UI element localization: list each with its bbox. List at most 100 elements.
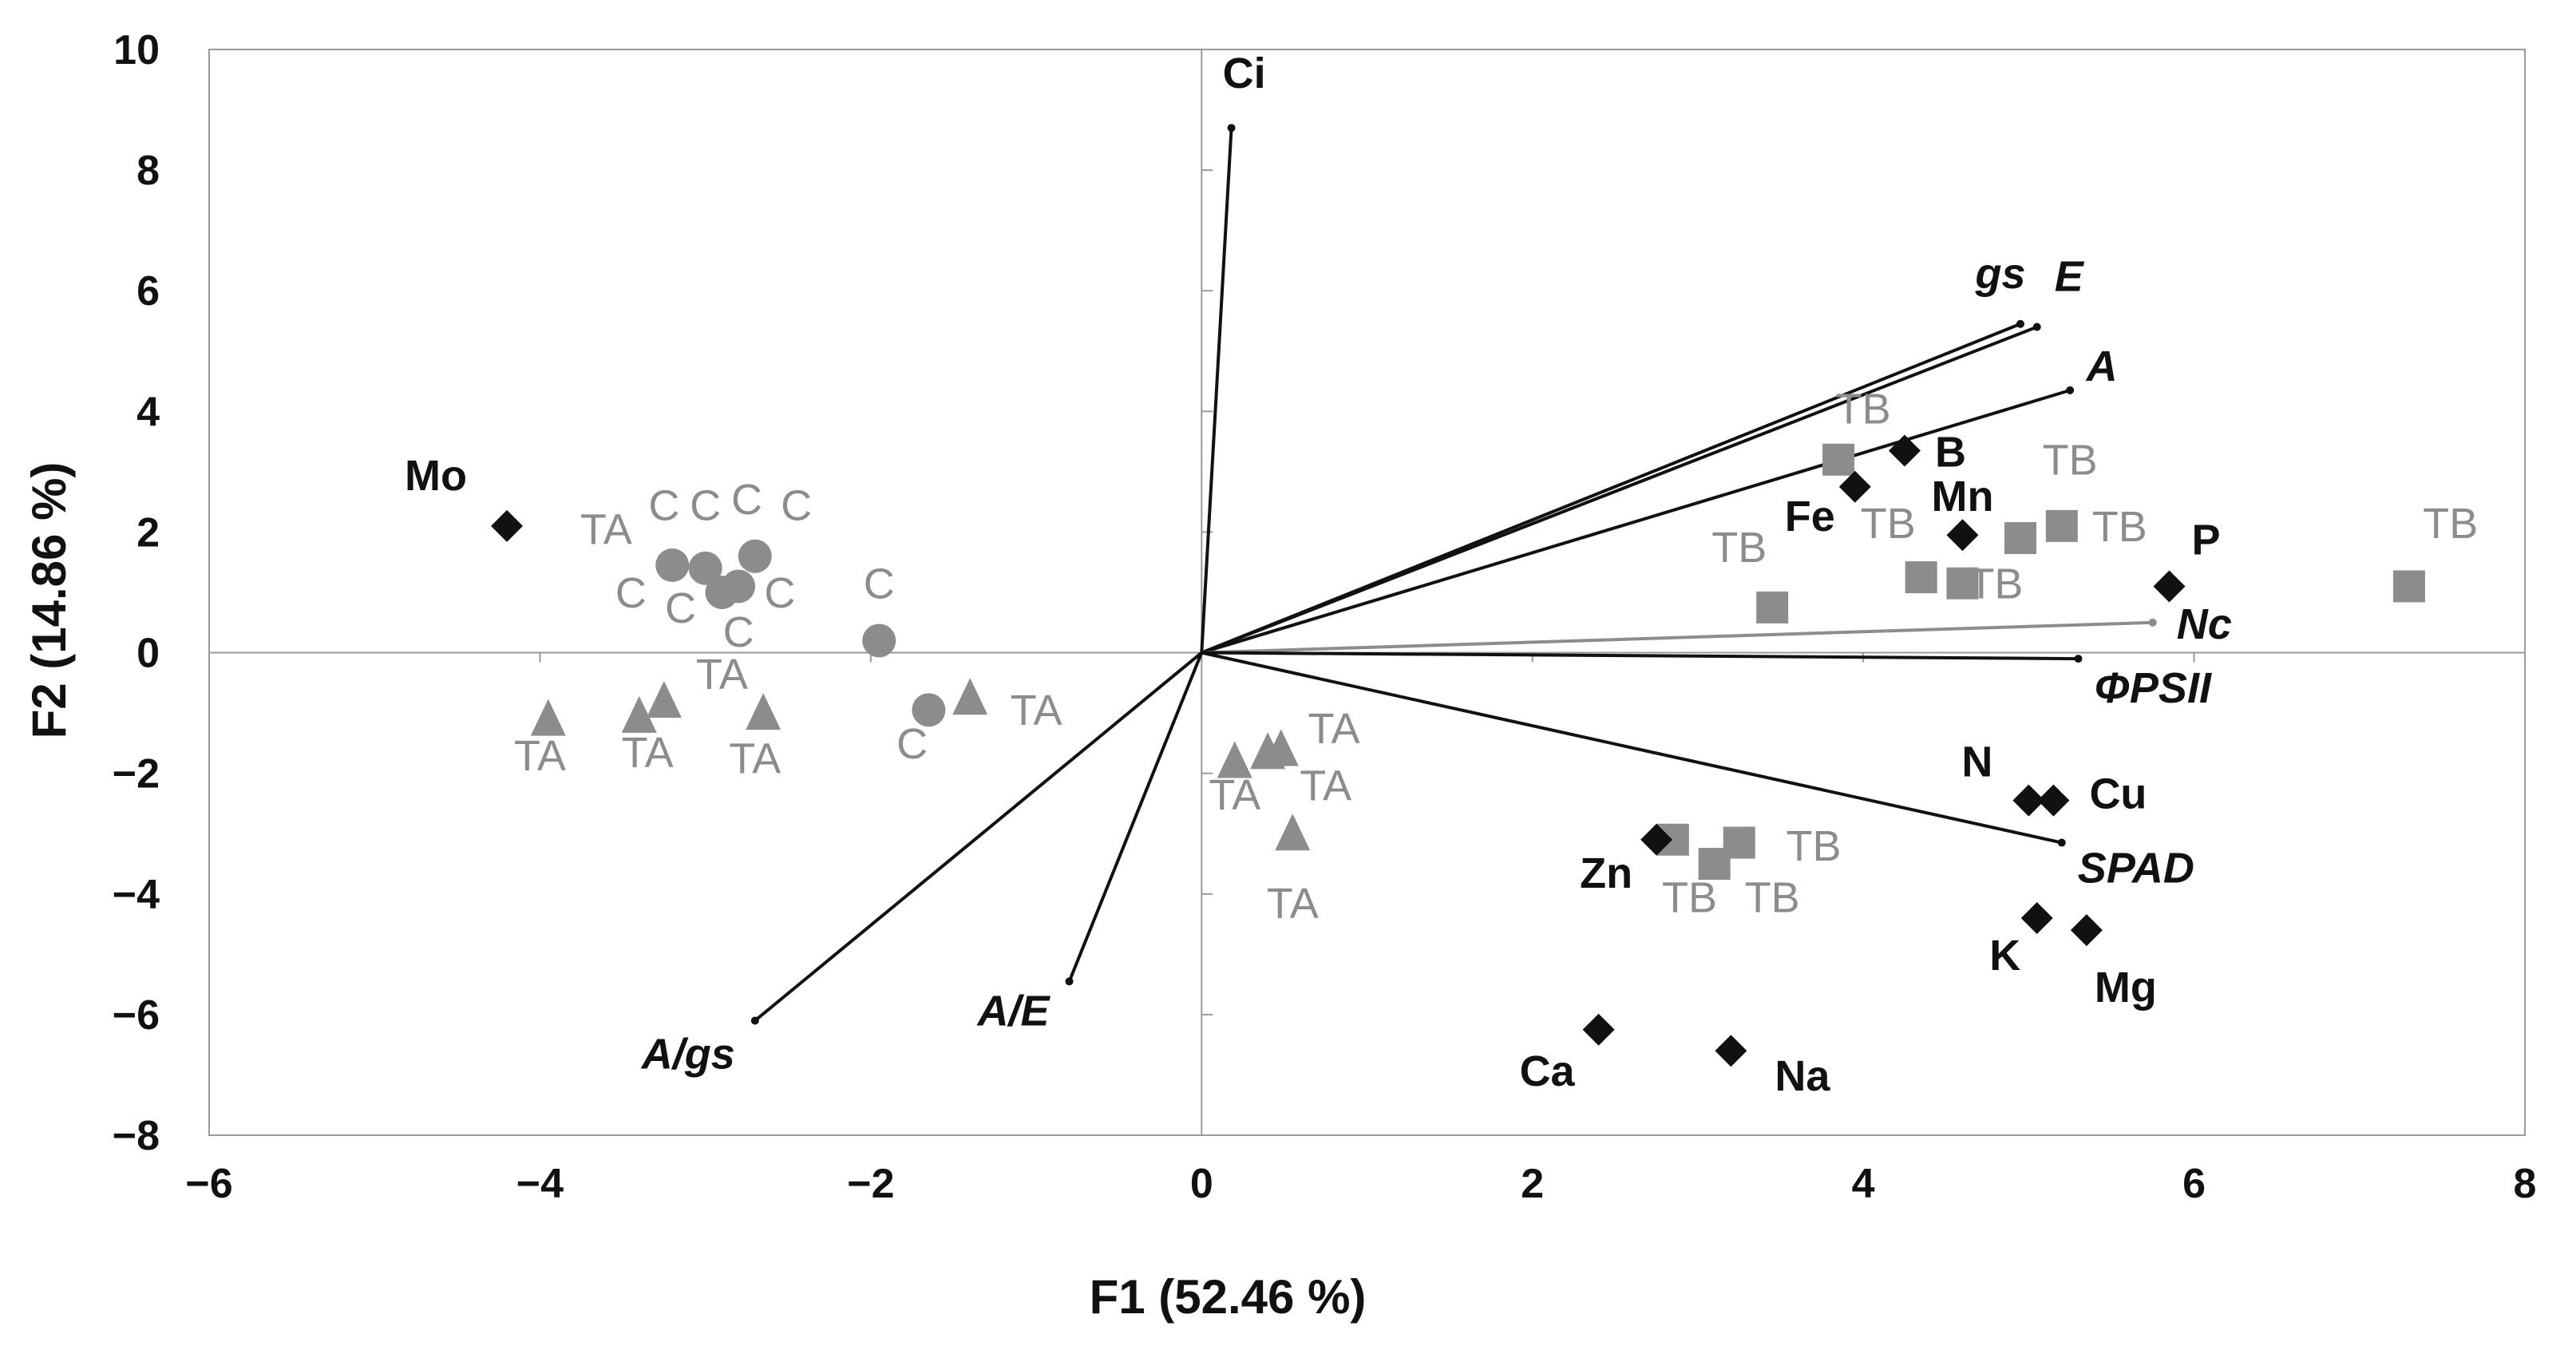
- label-ta: TA: [1011, 687, 1062, 734]
- element-label-p: P: [2191, 516, 2220, 564]
- label-c: C: [764, 569, 795, 617]
- point-tb: [2392, 570, 2425, 603]
- y-axis-title: F2 (14.86 %): [22, 462, 76, 739]
- label-c: C: [615, 569, 647, 617]
- point-ta: [621, 695, 657, 733]
- vector-label-a: A: [2085, 342, 2118, 390]
- y-tick-label: 4: [137, 389, 160, 435]
- element-point-fe: [1838, 470, 1871, 503]
- x-tick-label: 6: [2182, 1161, 2206, 1207]
- element-label-k: K: [1989, 932, 2020, 980]
- point-ta: [646, 681, 682, 718]
- element-label-mg: Mg: [2095, 964, 2157, 1011]
- label-c: C: [690, 481, 721, 529]
- vector-tip-gs: [2016, 319, 2024, 328]
- label-tb: TB: [1861, 500, 1916, 548]
- y-tick-label: −4: [113, 872, 160, 918]
- x-tick-label: −6: [185, 1161, 232, 1207]
- label-ta: TA: [1209, 771, 1260, 819]
- element-point-b: [1888, 434, 1921, 467]
- element-label-mo: Mo: [405, 452, 467, 500]
- element-label-cu: Cu: [2089, 770, 2147, 818]
- vector-e: [1201, 325, 2038, 655]
- element-points: [490, 434, 2186, 1067]
- vector-ci: [1200, 128, 1233, 653]
- element-label-fe: Fe: [1785, 493, 1835, 540]
- point-ta: [1275, 814, 1311, 851]
- label-tb: TB: [1786, 822, 1841, 870]
- label-c: C: [648, 481, 679, 529]
- label-tb: TB: [1836, 385, 1891, 433]
- label-ta: TA: [514, 732, 566, 780]
- axis-ticks: [208, 49, 2526, 1136]
- point-tb: [1946, 567, 1979, 600]
- vector-nc: [1201, 620, 2153, 655]
- vector-label-a-e: A/E: [975, 987, 1051, 1035]
- vector-a-gs: [754, 651, 1203, 1022]
- y-tick-label: −6: [113, 992, 160, 1039]
- y-tick-label: 6: [137, 268, 160, 315]
- vector-spad: [1201, 651, 2063, 845]
- label-c: C: [665, 584, 696, 632]
- vector-tip-ci: [1227, 124, 1236, 133]
- y-tick-label: 0: [137, 631, 160, 677]
- element-point-mo: [490, 509, 523, 542]
- label-c: C: [731, 476, 762, 524]
- element-point-na: [1715, 1035, 1747, 1067]
- point-tb: [1822, 443, 1855, 476]
- observation-points: [530, 443, 2425, 880]
- label-c: C: [781, 481, 812, 529]
- point-tb: [2045, 509, 2078, 542]
- element-point-ca: [1582, 1013, 1615, 1046]
- point-tb: [2004, 522, 2036, 554]
- vector-tip-a-e: [1065, 977, 1074, 986]
- point-tb: [1756, 591, 1789, 624]
- vector-a: [1201, 388, 2071, 655]
- element-label-b: B: [1935, 428, 1966, 476]
- label-tb: TB: [2043, 437, 2098, 485]
- vector-label-psii: ΦPSII: [2095, 664, 2212, 712]
- vector-tip-spad: [2057, 838, 2066, 847]
- label-c: C: [896, 720, 928, 768]
- vector-label-gs: gs: [1974, 250, 2025, 298]
- element-point-k: [2020, 902, 2053, 934]
- point-c: [688, 551, 722, 585]
- loading-vectors: [750, 124, 2157, 1025]
- y-tick-label: 10: [113, 27, 160, 73]
- vector-tip-nc: [2148, 618, 2157, 627]
- label-c: C: [723, 608, 754, 656]
- label-tb: TB: [1711, 524, 1767, 572]
- label-c: C: [864, 560, 895, 608]
- point-ta: [952, 678, 988, 715]
- y-tick-label: 8: [137, 148, 160, 194]
- vector-tip-a-gs: [750, 1016, 759, 1025]
- label-ta: TA: [580, 506, 632, 554]
- label-tb: TB: [1968, 560, 2023, 608]
- point-ta: [746, 693, 782, 730]
- element-point-zn: [1640, 823, 1673, 856]
- element-point-n: [2012, 784, 2045, 817]
- plot-border: [208, 49, 2526, 1136]
- element-label-na: Na: [1775, 1052, 1830, 1100]
- element-point-mg: [2070, 914, 2103, 947]
- vector-tip-psii: [2074, 655, 2083, 663]
- label-ta: TA: [729, 735, 781, 783]
- label-tb: TB: [1662, 873, 1717, 921]
- y-tick-label: 2: [137, 509, 160, 556]
- element-label-zn: Zn: [1580, 849, 1632, 897]
- vector-tip-e: [2032, 323, 2041, 331]
- point-c: [912, 693, 946, 727]
- label-tb: TB: [2423, 500, 2478, 548]
- x-axis-title: F1 (52.46 %): [1090, 1270, 1367, 1324]
- point-tb: [1905, 561, 1937, 594]
- label-ta: TA: [1308, 705, 1360, 753]
- x-tick-label: 2: [1521, 1161, 1544, 1207]
- element-label-ca: Ca: [1520, 1047, 1576, 1095]
- vector-label-spad: SPAD: [2078, 845, 2194, 893]
- vector-a-e: [1067, 651, 1204, 983]
- point-c: [705, 576, 739, 609]
- point-ta: [1217, 741, 1252, 778]
- x-tick-label: 8: [2514, 1161, 2537, 1207]
